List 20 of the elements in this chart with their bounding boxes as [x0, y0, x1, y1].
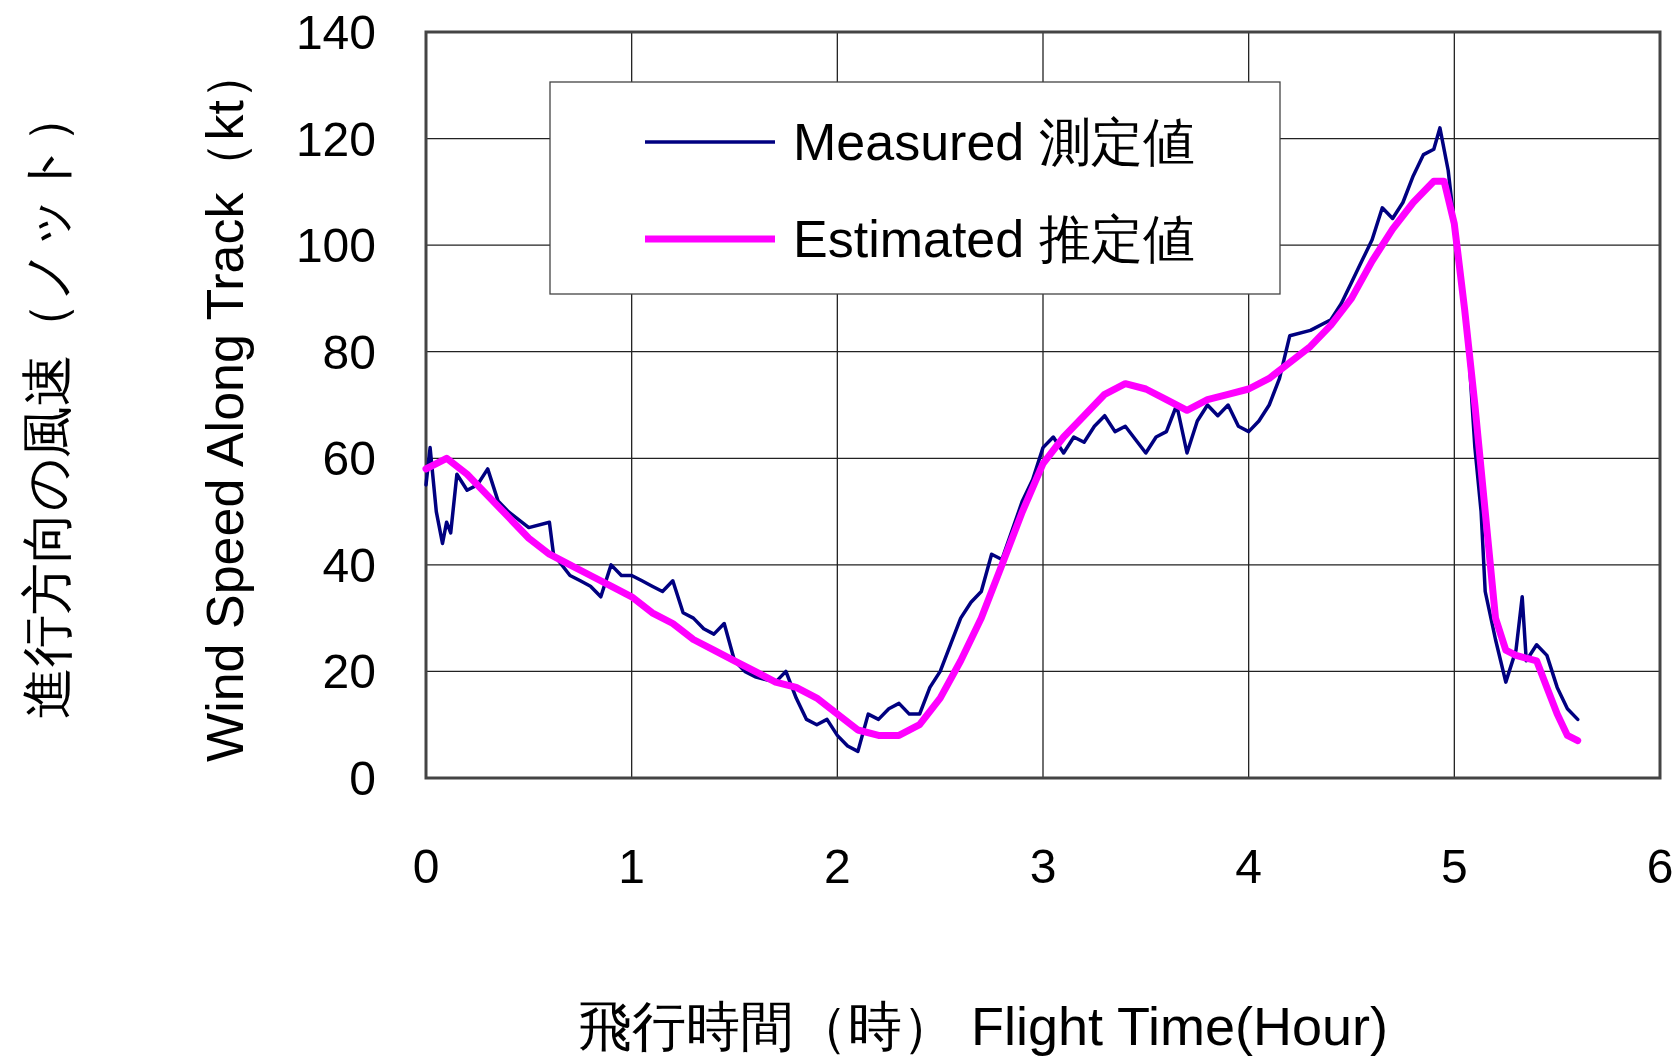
x-tick-label: 2 [823, 840, 851, 893]
y-axis-title: 進行方向の風速（ノット） [18, 91, 76, 719]
legend-label: Measured 測定値 [793, 113, 1195, 171]
legend-label: Estimated 推定値 [793, 210, 1195, 268]
y2-axis-title: Wind Speed Along Track（kt） [196, 48, 254, 762]
x-tick-label: 6 [1646, 840, 1674, 893]
y-tick-label: 40 [322, 538, 376, 592]
x-tick-label: 5 [1440, 840, 1468, 893]
y-tick-label: 60 [322, 432, 376, 486]
x-axis-title: 飛行時間（時） Flight Time(Hour) [577, 996, 1389, 1056]
y-tick-label: 0 [349, 752, 376, 805]
y-tick-label: 140 [295, 6, 376, 59]
y-tick-label: 120 [295, 112, 376, 166]
x-tick-label: 4 [1235, 840, 1263, 893]
x-tick-label: 1 [618, 840, 646, 893]
x-tick-label: 3 [1029, 840, 1057, 893]
y-tick-label: 80 [322, 325, 376, 379]
x-tick-label: 0 [412, 840, 440, 893]
y-tick-label: 100 [295, 219, 376, 273]
y-tick-label: 20 [322, 645, 376, 699]
